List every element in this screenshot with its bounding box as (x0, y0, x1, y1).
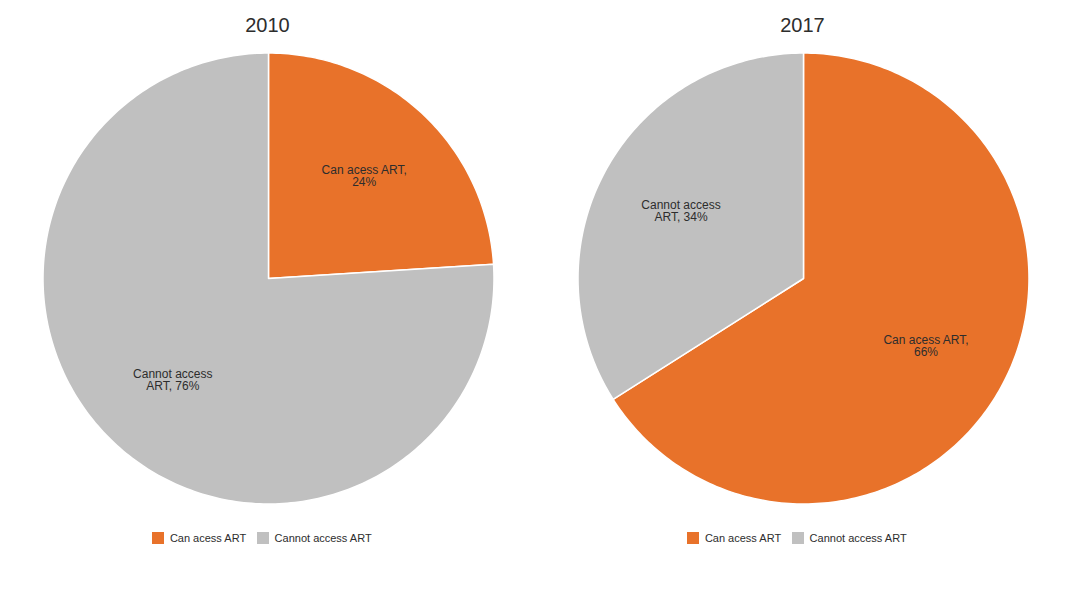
html-text:Cannot access ART: Cannot access ART (274, 531, 372, 544)
html-text:Can acess ART: Can acess ART (704, 531, 782, 544)
html-text:Cannot access ART: Cannot access ART (809, 531, 907, 544)
svg-text:Can acess ART,66%: Can acess ART,66% (883, 333, 968, 359)
svg-text:Cannot accessART, 76%: Cannot accessART, 76% (133, 367, 212, 393)
html-text:2017: 2017 (780, 14, 825, 36)
html-text:Can acess ART: Can acess ART (169, 531, 247, 544)
svg-text:Can acess ART,24%: Can acess ART,24% (321, 163, 406, 189)
svg-text:Cannot accessART, 34%: Cannot accessART, 34% (641, 198, 720, 224)
html-text:2010: 2010 (245, 14, 290, 36)
